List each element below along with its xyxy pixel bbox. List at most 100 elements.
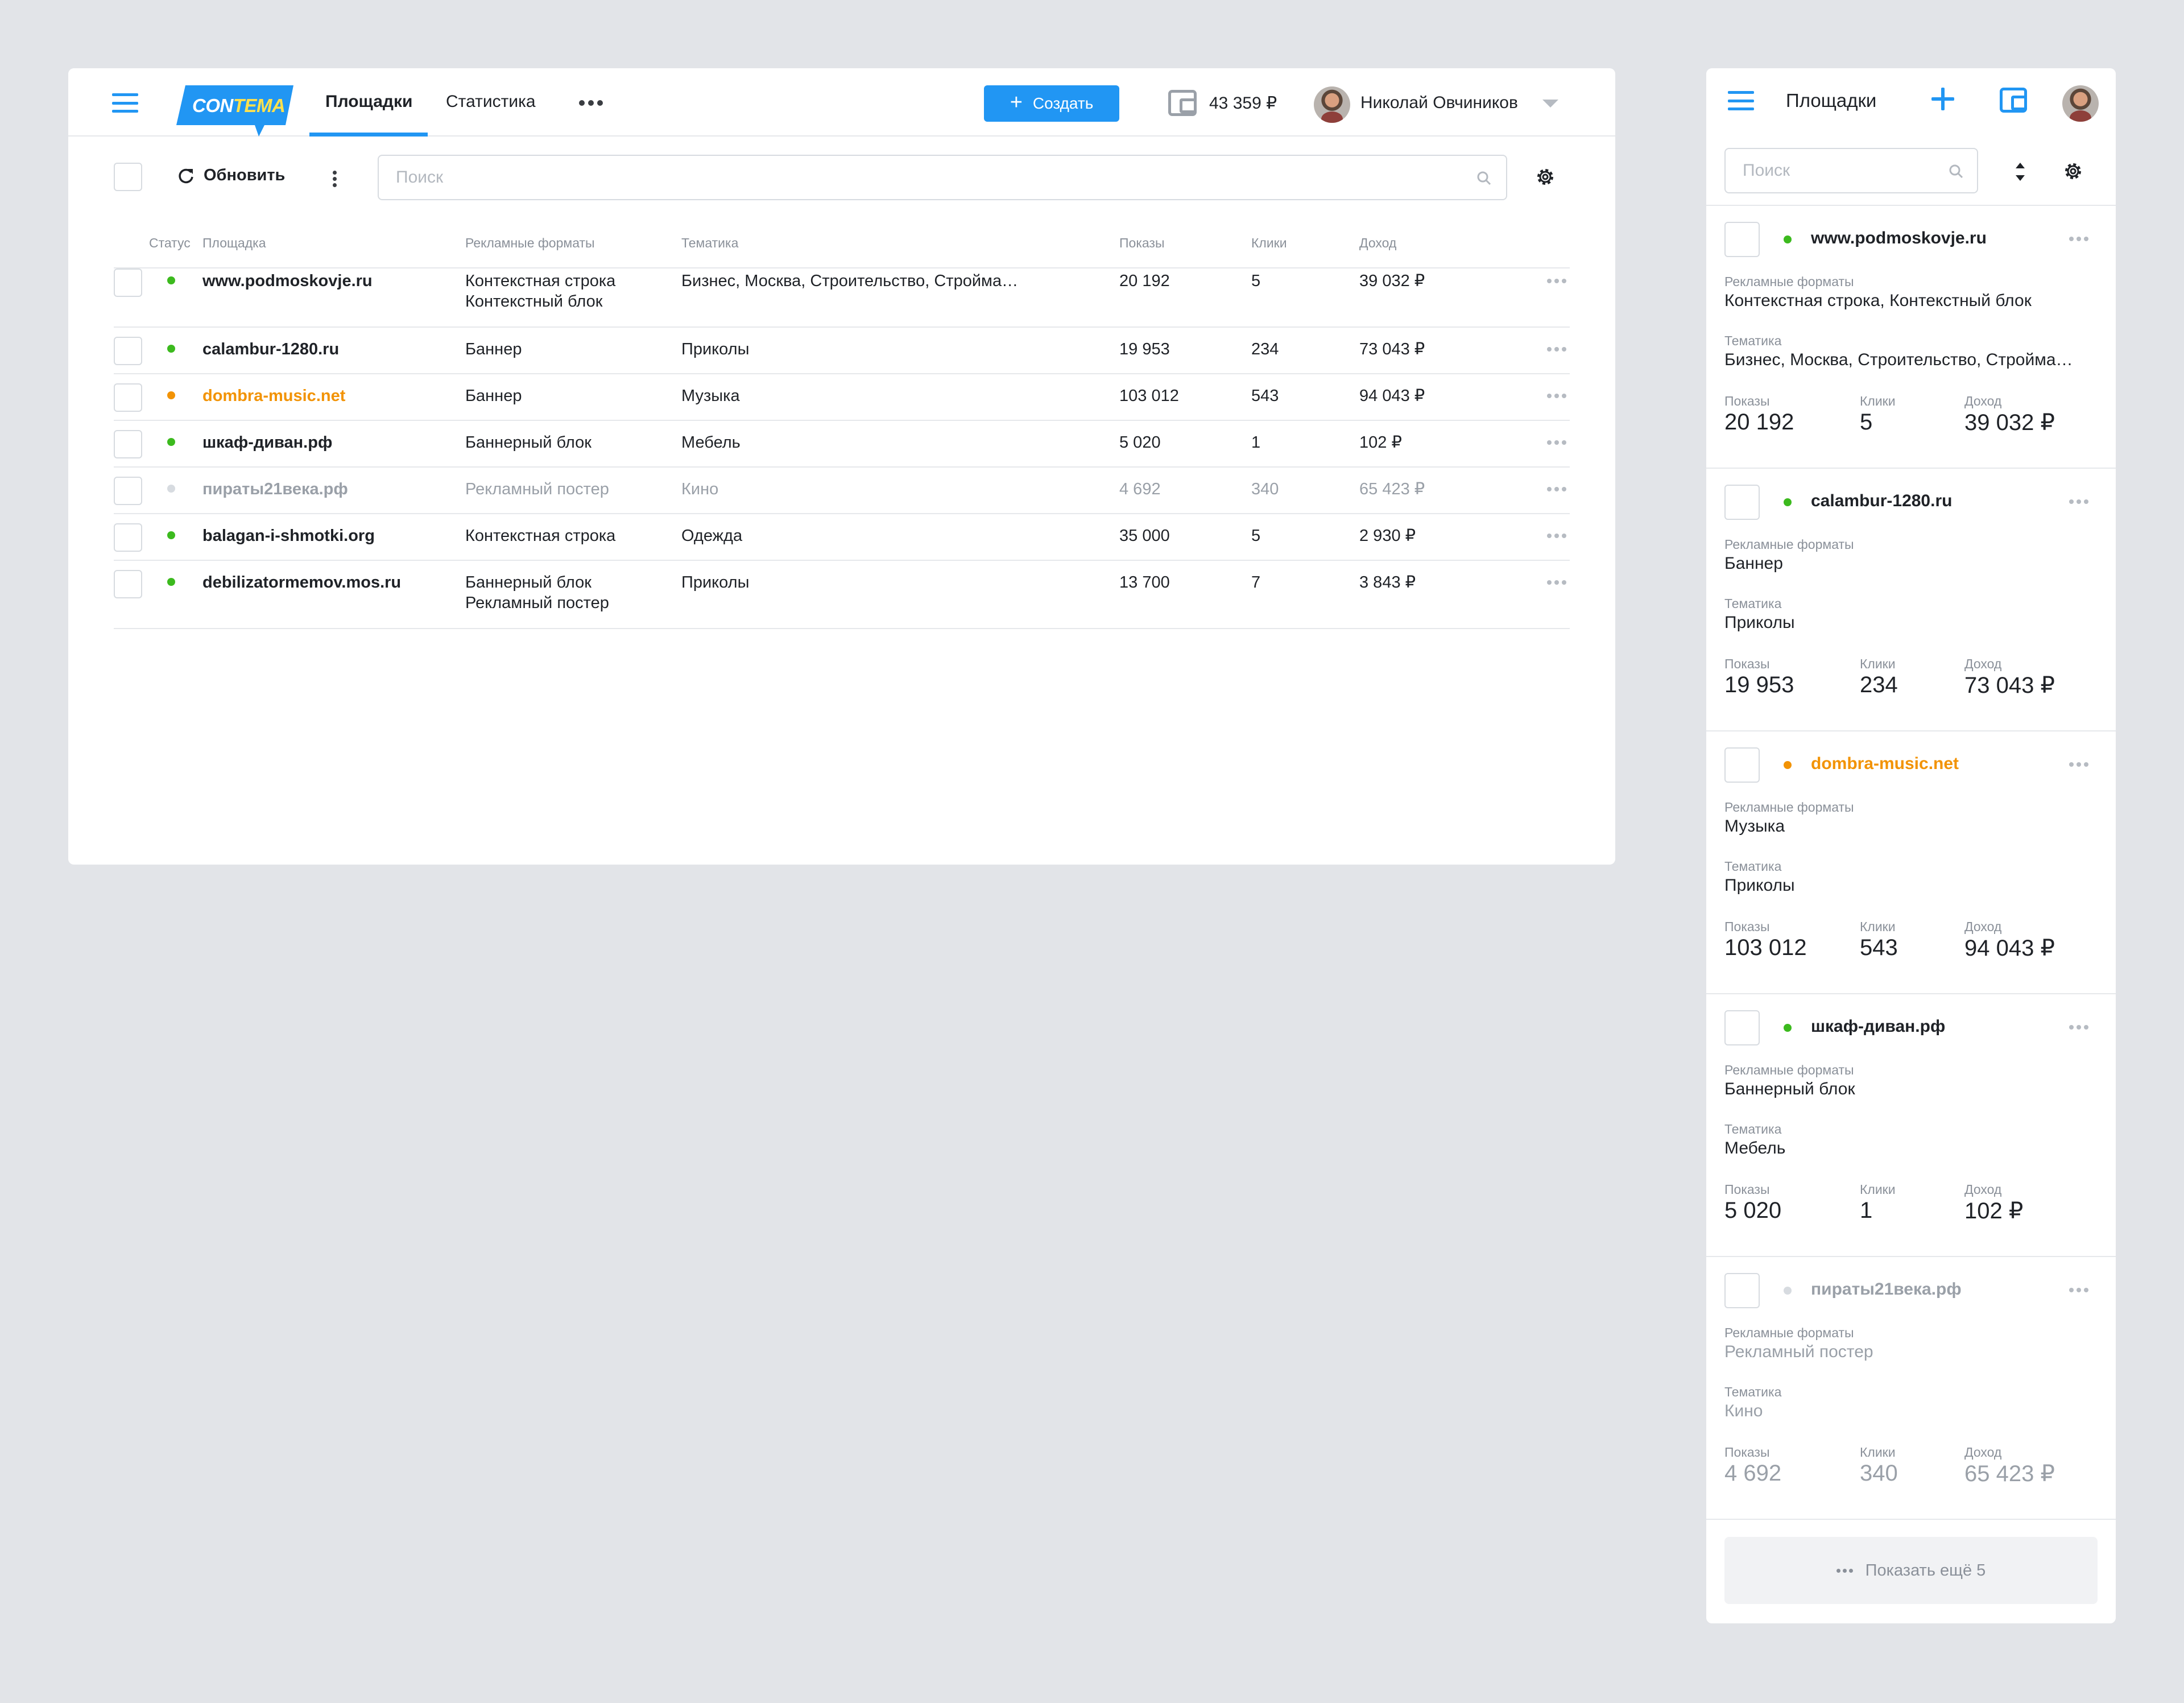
clicks: 1	[1251, 433, 1261, 452]
wallet-icon[interactable]	[1168, 90, 1197, 116]
menu-icon[interactable]	[112, 93, 138, 113]
more-icon[interactable]	[1547, 347, 1566, 352]
add-icon[interactable]	[1931, 88, 1954, 110]
table-divider	[114, 267, 1570, 268]
col-site[interactable]: Площадка	[202, 235, 266, 250]
more-icon[interactable]	[1547, 394, 1566, 398]
more-icon	[1836, 1568, 1853, 1573]
gear-icon[interactable]	[1534, 166, 1556, 188]
create-button[interactable]: + Создать	[984, 85, 1119, 122]
avatar[interactable]	[1314, 86, 1350, 123]
user-name[interactable]: Николай Овчиников	[1360, 93, 1518, 112]
create-button-label: Создать	[1032, 94, 1094, 112]
site-name[interactable]: dombra-music.net	[1811, 754, 1959, 773]
site-name[interactable]: шкаф-диван.рф	[202, 433, 333, 452]
clicks-label: Клики	[1860, 919, 1896, 934]
site-name[interactable]: dombra-music.net	[202, 387, 346, 405]
topics: Бизнес, Москва, Строительство, Стройма…	[681, 272, 1019, 290]
card-checkbox[interactable]	[1724, 1273, 1760, 1308]
card-checkbox[interactable]	[1724, 747, 1760, 783]
wallet-icon[interactable]	[2000, 88, 2027, 113]
site-name[interactable]: пираты21века.рф	[202, 480, 348, 498]
more-icon[interactable]	[1547, 580, 1566, 585]
site-name[interactable]: calambur-1280.ru	[202, 340, 340, 358]
col-status: Статус	[149, 235, 191, 250]
col-topics[interactable]: Тематика	[681, 235, 739, 250]
views-label: Показы	[1724, 1445, 1770, 1460]
tab-sites[interactable]: Площадки	[325, 92, 413, 111]
income-value: 39 032 ₽	[1964, 410, 2055, 435]
more-vertical-icon[interactable]	[333, 171, 337, 187]
more-icon[interactable]	[1547, 487, 1566, 491]
table-divider	[114, 560, 1570, 561]
avatar[interactable]	[2062, 85, 2099, 122]
status-dot	[1784, 761, 1792, 769]
menu-icon[interactable]	[1728, 91, 1754, 110]
site-name[interactable]: шкаф-диван.рф	[1811, 1017, 1946, 1036]
refresh-label: Обновить	[204, 166, 286, 184]
more-icon[interactable]	[1547, 440, 1566, 445]
chevron-down-icon[interactable]	[1542, 100, 1558, 108]
ad-format: Баннерный блок	[465, 433, 592, 452]
col-clicks[interactable]: Клики	[1251, 235, 1287, 250]
clicks: 5	[1251, 272, 1261, 290]
more-icon[interactable]	[579, 100, 603, 106]
tab-statistics[interactable]: Статистика	[446, 92, 536, 111]
select-all-checkbox[interactable]	[114, 163, 142, 191]
search-input[interactable]	[1724, 148, 1978, 193]
status-dot	[167, 485, 175, 493]
show-more-button[interactable]: Показать ещё 5	[1724, 1537, 2098, 1604]
sort-icon[interactable]	[2015, 160, 2026, 183]
status-dot	[1784, 498, 1792, 506]
more-icon[interactable]	[1547, 279, 1566, 283]
topics: Кино	[681, 480, 719, 498]
income-value: 94 043 ₽	[1964, 936, 2055, 961]
more-icon[interactable]	[2069, 1025, 2088, 1030]
more-icon[interactable]	[2069, 499, 2088, 504]
row-checkbox[interactable]	[114, 268, 142, 297]
site-name[interactable]: www.podmoskovje.ru	[202, 272, 373, 290]
mobile-panel: Площадки www.podmoskovje.ru Рекламные фор…	[1706, 68, 2116, 1623]
income-label: Доход	[1964, 394, 2002, 408]
row-checkbox[interactable]	[114, 430, 142, 458]
site-name[interactable]: calambur-1280.ru	[1811, 491, 1953, 510]
views-label: Показы	[1724, 919, 1770, 934]
more-icon[interactable]	[2069, 762, 2088, 767]
more-icon[interactable]	[1547, 534, 1566, 538]
search-input[interactable]	[378, 155, 1507, 200]
refresh-icon	[179, 168, 193, 183]
status-dot	[167, 276, 175, 284]
page-title: Площадки	[1786, 90, 1877, 111]
table-divider	[114, 466, 1570, 468]
views-value: 4 692	[1724, 1461, 1782, 1486]
clicks: 5	[1251, 527, 1261, 545]
show-more-label: Показать ещё 5	[1865, 1561, 1986, 1580]
table-divider	[114, 373, 1570, 374]
card-checkbox[interactable]	[1724, 1010, 1760, 1045]
row-checkbox[interactable]	[114, 477, 142, 505]
income-value: 73 043 ₽	[1964, 673, 2055, 698]
status-dot	[167, 391, 175, 399]
col-formats[interactable]: Рекламные форматы	[465, 235, 595, 250]
row-checkbox[interactable]	[114, 523, 142, 552]
more-icon[interactable]	[2069, 237, 2088, 241]
more-icon[interactable]	[2069, 1288, 2088, 1292]
site-name[interactable]: пираты21века.рф	[1811, 1280, 1962, 1299]
refresh-button[interactable]: Обновить	[177, 166, 285, 185]
gear-icon[interactable]	[2062, 160, 2084, 182]
row-checkbox[interactable]	[114, 383, 142, 412]
card-checkbox[interactable]	[1724, 222, 1760, 257]
logo[interactable]: CONTEMA	[176, 85, 293, 138]
row-checkbox[interactable]	[114, 570, 142, 598]
site-name[interactable]: debilizatormemov.mos.ru	[202, 573, 402, 592]
card-checkbox[interactable]	[1724, 485, 1760, 520]
divider	[1706, 993, 2116, 994]
site-name[interactable]: www.podmoskovje.ru	[1811, 229, 1987, 247]
col-views[interactable]: Показы	[1119, 235, 1165, 250]
formats-label: Рекламные форматы	[1724, 1325, 1854, 1340]
site-name[interactable]: balagan-i-shmotki.org	[202, 527, 375, 545]
col-income[interactable]: Доход	[1359, 235, 1397, 250]
row-checkbox[interactable]	[114, 337, 142, 365]
ad-format: Рекламный постер	[465, 480, 609, 498]
formats-value: Музыка	[1724, 817, 1785, 836]
